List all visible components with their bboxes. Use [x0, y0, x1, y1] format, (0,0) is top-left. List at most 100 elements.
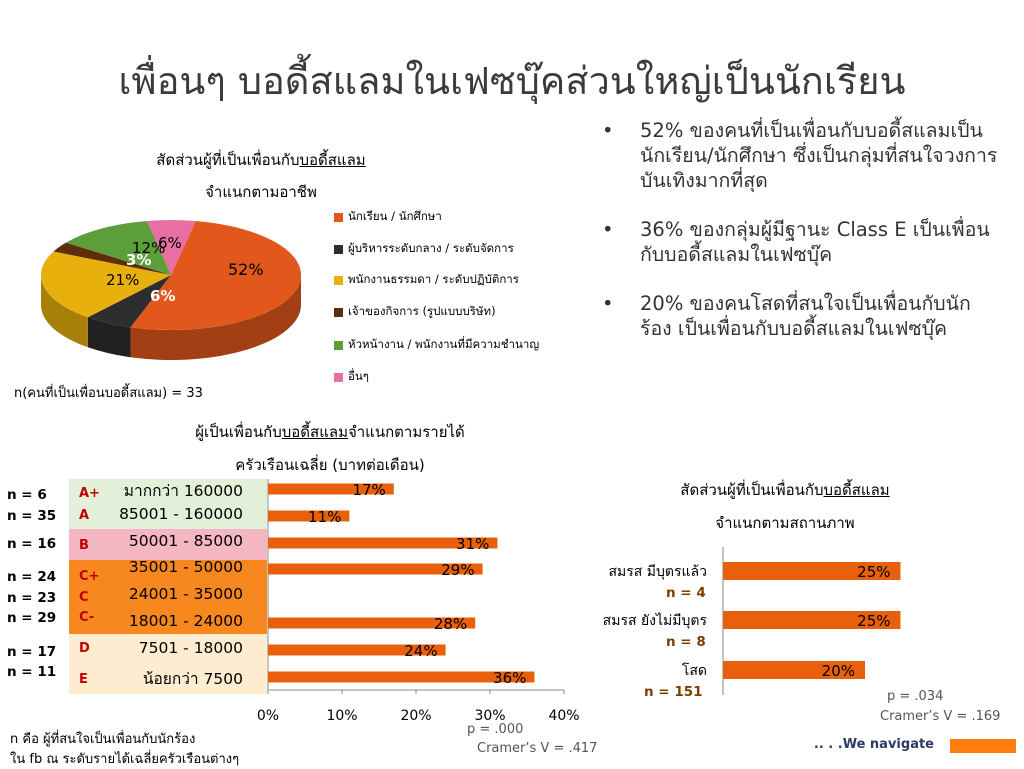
legend-item: อื่นๆ: [334, 368, 369, 386]
income-data-label: 29%: [441, 561, 474, 579]
band-class-a: [69, 479, 267, 529]
income-category-label: 7501 - 18000: [138, 639, 243, 657]
status-bar: [723, 661, 865, 679]
status-n-label: n = 151: [644, 684, 703, 700]
income-category-label: 24001 - 35000: [128, 585, 243, 603]
bullet-item-2: • 36% ของกลุ่มผู้มีฐานะ Class E เป็นเพื่อ…: [602, 218, 990, 266]
class-label-d: D: [79, 641, 90, 656]
class-label-b: B: [79, 538, 89, 553]
legend-swatch: [334, 372, 343, 382]
band-class-b: [69, 529, 267, 560]
income-data-label: 17%: [352, 481, 385, 499]
bullet-list: • 52% ของคนที่เป็นเพื่อนกับบอดี้สแลมเป็นน…: [600, 118, 1000, 365]
status-category-label: สมรส มีบุตรแล้ว: [608, 564, 707, 580]
income-tick-label: 40%: [548, 708, 579, 724]
income-n-label: n = 17: [7, 644, 57, 660]
pie-data-label: 21%: [106, 271, 139, 289]
pie-n-note: n(คนที่เป็นเพื่อนบอดี้สแลม) = 33: [14, 386, 203, 401]
class-label-a-plus: A+: [79, 486, 100, 501]
income-data-label: 31%: [456, 535, 489, 553]
status-data-labels: 25% 25% 20%: [822, 563, 891, 680]
pie-slice: [66, 220, 171, 275]
income-category-label: มากกว่า 160000: [123, 482, 243, 500]
income-tick-label: 10%: [326, 708, 357, 724]
income-category-label: 50001 - 85000: [128, 532, 243, 550]
class-label-c-minus: C-: [79, 610, 95, 625]
legend-label: นักเรียน / นักศึกษา: [348, 209, 442, 223]
legend-label: พนักงานธรรมดา / ระดับปฏิบัติการ: [348, 272, 519, 286]
income-bar: [268, 617, 476, 629]
income-data-label: 11%: [308, 508, 341, 526]
legend-item: หัวหน้างาน / พนักงานที่มีความชำนาญ: [334, 336, 539, 354]
income-data-label: 24%: [404, 642, 437, 660]
income-bar-chart: 17% 11% 31% 29% 28% 24% 36% 0% 10% 20% 30% 40%: [257, 479, 580, 724]
income-n-label: n = 6: [7, 487, 47, 503]
income-bar: [268, 671, 535, 683]
income-n-label: n = 24: [7, 569, 57, 585]
page-title: เพื่อนๆ บอดี้สแลมในเฟซบุ๊คส่วนใหญ่เป็นนั…: [118, 59, 906, 103]
pie-slice: [53, 242, 171, 275]
legend-swatch: [334, 275, 343, 285]
band-class-de: [69, 634, 267, 694]
status-title-prefix: สัดส่วนผู้ที่เป็นเพื่อนกับ: [680, 481, 824, 499]
status-data-label: 25%: [857, 563, 890, 581]
income-title-suffix: จำแนกตามรายได้: [347, 423, 465, 441]
pie-data-label: 6%: [150, 287, 175, 305]
status-data-label: 20%: [822, 662, 855, 680]
income-tick-label: 0%: [257, 708, 279, 724]
status-bar: [723, 562, 901, 580]
income-n-label: n = 23: [7, 590, 57, 606]
income-data-labels: 17% 11% 31% 29% 28% 24% 36%: [308, 481, 526, 687]
income-tick-label: 30%: [474, 708, 505, 724]
legend-label: เจ้าของกิจการ (รูปแบบบริษัท): [348, 304, 496, 318]
income-n-label: n = 11: [7, 664, 57, 680]
status-bar: [723, 611, 901, 629]
income-bar: [268, 483, 394, 495]
status-bars: [723, 562, 901, 679]
legend-swatch: [334, 307, 343, 317]
pie-slice: [130, 220, 302, 330]
income-tick-label: 20%: [400, 708, 431, 724]
status-cramers-v: Cramer’s V = .169: [880, 709, 1001, 724]
pie-slices: [41, 220, 302, 360]
pie-data-label: 6%: [158, 234, 182, 252]
pie-title-prefix: สัดส่วนผู้ที่เป็นเพื่อนกับ: [156, 151, 300, 169]
pie-slice-side: [87, 317, 131, 358]
income-title-line1: ผู้เป็นเพื่อนกับบอดี้สแลมจำแนกตามรายได้: [100, 420, 560, 444]
legend-label: อื่นๆ: [348, 369, 369, 383]
status-title-underlined: บอดี้สแลม: [823, 481, 890, 499]
legend-swatch: [334, 340, 343, 350]
legend-item: ผู้บริหารระดับกลาง / ระดับจัดการ: [334, 240, 514, 258]
status-title-line1: สัดส่วนผู้ที่เป็นเพื่อนกับบอดี้สแลม: [620, 478, 950, 502]
status-n-label: n = 4: [666, 585, 706, 601]
income-n-label: n = 16: [7, 536, 57, 552]
income-bar: [268, 537, 498, 549]
status-p-value: p = .034: [887, 689, 944, 704]
legend-label: หัวหน้างาน / พนักงานที่มีความชำนาญ: [348, 337, 540, 351]
bullet-text-3: 20% ของคนโสดที่สนใจเป็นเพื่อนกับนักร้อง …: [640, 292, 971, 340]
bullet-item-1: • 52% ของคนที่เป็นเพื่อนกับบอดี้สแลมเป็นน…: [602, 119, 998, 192]
band-class-c: [69, 560, 267, 634]
class-label-c-plus: C+: [79, 569, 100, 584]
income-data-label: 28%: [434, 615, 467, 633]
pie-slice-side: [41, 275, 88, 348]
pie-slice: [41, 251, 171, 318]
class-label-e: E: [79, 672, 88, 687]
pie-slice: [146, 220, 196, 275]
income-category-label: 35001 - 50000: [128, 558, 243, 576]
income-category-label: 85001 - 160000: [119, 505, 243, 523]
status-n-label: n = 8: [666, 634, 706, 650]
income-n-label: n = 35: [7, 508, 57, 524]
bullet-text-2: 36% ของกลุ่มผู้มีฐานะ Class E เป็นเพื่อน…: [640, 218, 990, 266]
income-bar: [268, 510, 350, 522]
status-data-label: 25%: [857, 612, 890, 630]
pie-title-line1: สัดส่วนผู้ที่เป็นเพื่อนกับบอดี้สแลม: [88, 148, 434, 172]
pie-data-label: 52%: [228, 260, 264, 279]
pie-slice-side: [130, 275, 301, 360]
class-label-c: C: [79, 590, 89, 605]
status-title-line2: จำแนกตามสถานภาพ: [715, 514, 855, 532]
legend-label: ผู้บริหารระดับกลาง / ระดับจัดการ: [348, 241, 514, 255]
income-cramers-v: Cramer’s V = .417: [477, 741, 598, 756]
income-n-label: n = 29: [7, 610, 57, 626]
status-category-label: สมรส ยังไม่มีบุตร: [602, 613, 707, 629]
